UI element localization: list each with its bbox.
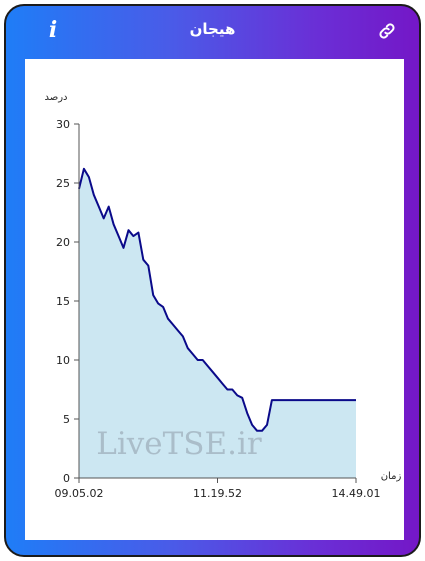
y-tick-label: 5 — [63, 413, 70, 426]
y-tick-label: 10 — [56, 354, 70, 367]
watermark: LiveTSE.ir — [96, 426, 262, 462]
header-bar: i هیجان — [6, 6, 419, 60]
series-line — [78, 167, 356, 432]
chart-panel: LiveTSE.ir 0 5 10 15 20 25 30 09.05.02 11.19.52 1… — [25, 59, 404, 540]
y-tick-label: 25 — [56, 177, 70, 190]
y-tick-label: 20 — [56, 236, 70, 249]
x-tick-label: 11.19.52 — [193, 487, 242, 500]
x-tick-label: 09.05.02 — [55, 487, 104, 500]
page-title: هیجان — [189, 20, 236, 38]
y-tick-label: 15 — [56, 295, 70, 308]
link-icon[interactable] — [377, 21, 397, 41]
app-frame: i هیجان LiveTSE.ir 0 5 10 15 20 25 30 09.05.02 1… — [4, 4, 421, 557]
y-tick-label: 0 — [63, 472, 70, 485]
y-tick-label: 30 — [56, 118, 70, 131]
x-tick-label: 14.49.01 — [332, 487, 381, 500]
y-axis-label: درصد — [44, 92, 67, 103]
chart: LiveTSE.ir 0 5 10 15 20 25 30 09.05.02 11.19.52 1… — [44, 92, 402, 500]
x-axis-label: زمان — [381, 471, 402, 482]
info-icon[interactable]: i — [48, 17, 58, 43]
